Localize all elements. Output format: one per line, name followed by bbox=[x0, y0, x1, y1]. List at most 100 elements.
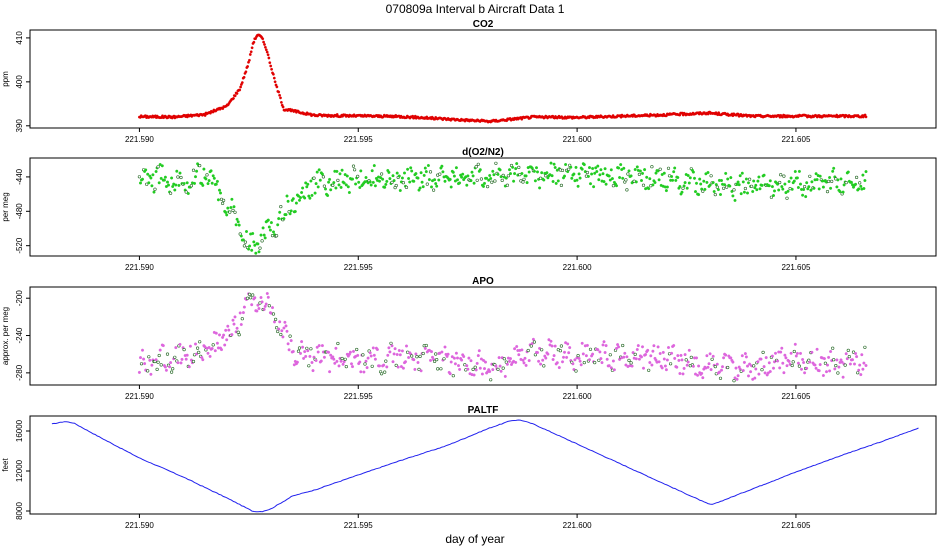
y-tick-label: 8000 bbox=[15, 502, 24, 520]
data-point bbox=[665, 185, 669, 189]
data-point bbox=[598, 173, 602, 177]
data-point bbox=[379, 176, 383, 180]
data-point bbox=[514, 167, 518, 171]
data-point bbox=[225, 338, 229, 342]
series-line bbox=[51, 419, 919, 513]
data-point bbox=[664, 189, 668, 193]
data-point bbox=[726, 177, 730, 181]
data-point bbox=[848, 362, 852, 366]
data-point bbox=[235, 326, 239, 330]
data-point bbox=[303, 350, 307, 354]
data-point bbox=[420, 180, 424, 184]
data-point bbox=[438, 172, 442, 176]
data-point bbox=[237, 223, 241, 227]
data-point bbox=[363, 362, 367, 366]
data-point bbox=[841, 190, 845, 194]
data-point bbox=[232, 205, 236, 209]
data-point bbox=[400, 176, 404, 180]
data-point bbox=[288, 334, 292, 338]
data-point bbox=[779, 173, 783, 177]
data-point bbox=[708, 183, 712, 187]
data-point bbox=[687, 348, 691, 352]
data-point bbox=[269, 64, 273, 68]
data-point bbox=[747, 181, 751, 185]
data-point bbox=[497, 356, 501, 360]
data-point bbox=[635, 165, 639, 169]
data-point bbox=[212, 176, 216, 180]
data-point bbox=[607, 364, 611, 368]
data-point bbox=[253, 296, 257, 300]
data-point bbox=[552, 354, 556, 358]
data-point bbox=[165, 180, 169, 184]
data-point bbox=[538, 346, 542, 350]
data-point bbox=[729, 356, 733, 360]
data-point bbox=[621, 343, 625, 348]
data-point bbox=[241, 311, 245, 315]
data-point bbox=[817, 187, 821, 191]
data-point bbox=[520, 171, 524, 175]
panel-3: PALTF feet 8000 12000 16000 221.590 221.595 221… bbox=[1, 405, 937, 530]
data-point bbox=[517, 353, 521, 357]
data-point bbox=[660, 172, 664, 176]
data-point bbox=[222, 198, 226, 202]
data-point bbox=[373, 357, 377, 361]
data-point bbox=[347, 190, 351, 194]
data-point bbox=[381, 177, 385, 181]
data-point bbox=[767, 184, 771, 188]
data-point bbox=[597, 178, 601, 182]
data-point bbox=[778, 366, 782, 370]
data-point bbox=[225, 213, 229, 217]
data-point bbox=[285, 329, 289, 333]
data-point bbox=[262, 233, 266, 237]
data-point bbox=[638, 169, 642, 173]
data-point bbox=[222, 333, 226, 337]
data-point bbox=[566, 342, 570, 346]
data-point bbox=[204, 177, 208, 181]
data-point bbox=[278, 320, 282, 324]
data-point bbox=[320, 172, 324, 176]
x-tick-label: 221.605 bbox=[781, 392, 810, 401]
data-point bbox=[321, 175, 326, 179]
data-point bbox=[396, 365, 400, 369]
data-point bbox=[703, 187, 707, 191]
data-point bbox=[491, 169, 495, 173]
data-point bbox=[316, 185, 320, 189]
data-point bbox=[160, 164, 164, 168]
data-point bbox=[414, 352, 418, 356]
data-point bbox=[164, 368, 168, 372]
data-point bbox=[605, 357, 609, 361]
data-point bbox=[612, 368, 616, 372]
data-point bbox=[279, 332, 283, 337]
data-point bbox=[617, 345, 621, 349]
data-point bbox=[762, 173, 766, 177]
data-point bbox=[513, 347, 517, 351]
data-point bbox=[846, 170, 850, 174]
data-point bbox=[239, 323, 243, 327]
data-point bbox=[796, 361, 800, 365]
data-point bbox=[635, 348, 639, 352]
data-point bbox=[397, 349, 401, 353]
data-point bbox=[499, 369, 503, 373]
data-point bbox=[486, 185, 490, 189]
data-point bbox=[359, 169, 363, 173]
data-point bbox=[343, 173, 347, 177]
data-point bbox=[400, 349, 404, 353]
data-point bbox=[466, 174, 470, 178]
data-point bbox=[801, 358, 805, 362]
data-point bbox=[449, 185, 453, 189]
data-point bbox=[478, 366, 482, 370]
data-point bbox=[482, 184, 486, 188]
data-point bbox=[831, 169, 835, 173]
data-point bbox=[641, 171, 645, 175]
data-point bbox=[275, 85, 279, 89]
data-point bbox=[809, 188, 813, 192]
data-point bbox=[304, 354, 308, 358]
data-point bbox=[197, 350, 201, 355]
data-point bbox=[598, 350, 602, 354]
y-axis-label: approx. per meg bbox=[1, 307, 10, 365]
data-point bbox=[611, 184, 616, 188]
data-point bbox=[152, 190, 156, 194]
data-point bbox=[503, 374, 507, 378]
data-point bbox=[515, 345, 519, 349]
data-point bbox=[182, 181, 186, 185]
